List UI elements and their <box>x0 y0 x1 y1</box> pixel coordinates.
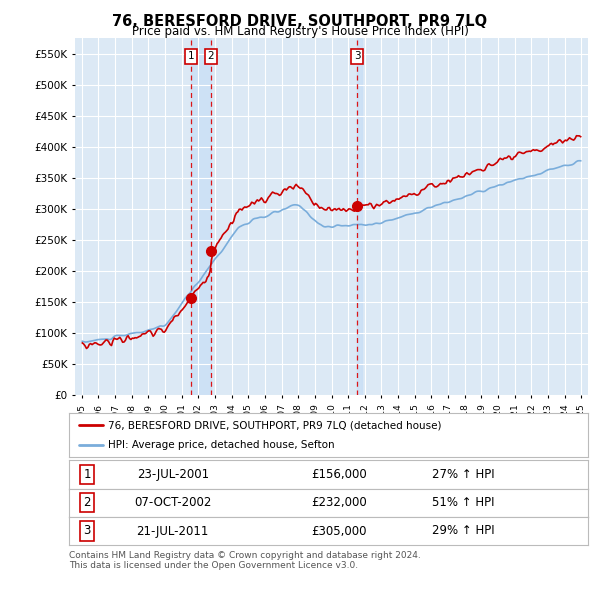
Text: 07-OCT-2002: 07-OCT-2002 <box>134 496 211 509</box>
Text: 2: 2 <box>208 51 214 61</box>
Text: £305,000: £305,000 <box>311 525 367 537</box>
Text: 23-JUL-2001: 23-JUL-2001 <box>137 468 209 481</box>
Text: 1: 1 <box>188 51 194 61</box>
Text: 29% ↑ HPI: 29% ↑ HPI <box>432 525 495 537</box>
Text: 3: 3 <box>83 525 91 537</box>
Text: 27% ↑ HPI: 27% ↑ HPI <box>432 468 495 481</box>
Text: Contains HM Land Registry data © Crown copyright and database right 2024.
This d: Contains HM Land Registry data © Crown c… <box>69 551 421 571</box>
Text: 76, BERESFORD DRIVE, SOUTHPORT, PR9 7LQ: 76, BERESFORD DRIVE, SOUTHPORT, PR9 7LQ <box>112 14 488 28</box>
Bar <box>191 38 211 395</box>
Bar <box>357 38 362 395</box>
Text: £232,000: £232,000 <box>311 496 367 509</box>
Text: 1: 1 <box>83 468 91 481</box>
Text: 21-JUL-2011: 21-JUL-2011 <box>137 525 209 537</box>
Text: HPI: Average price, detached house, Sefton: HPI: Average price, detached house, Seft… <box>108 440 335 450</box>
Text: 2: 2 <box>83 496 91 509</box>
Text: 3: 3 <box>354 51 361 61</box>
Text: 51% ↑ HPI: 51% ↑ HPI <box>432 496 494 509</box>
Text: 76, BERESFORD DRIVE, SOUTHPORT, PR9 7LQ (detached house): 76, BERESFORD DRIVE, SOUTHPORT, PR9 7LQ … <box>108 421 442 430</box>
Text: Price paid vs. HM Land Registry's House Price Index (HPI): Price paid vs. HM Land Registry's House … <box>131 25 469 38</box>
Text: £156,000: £156,000 <box>311 468 367 481</box>
